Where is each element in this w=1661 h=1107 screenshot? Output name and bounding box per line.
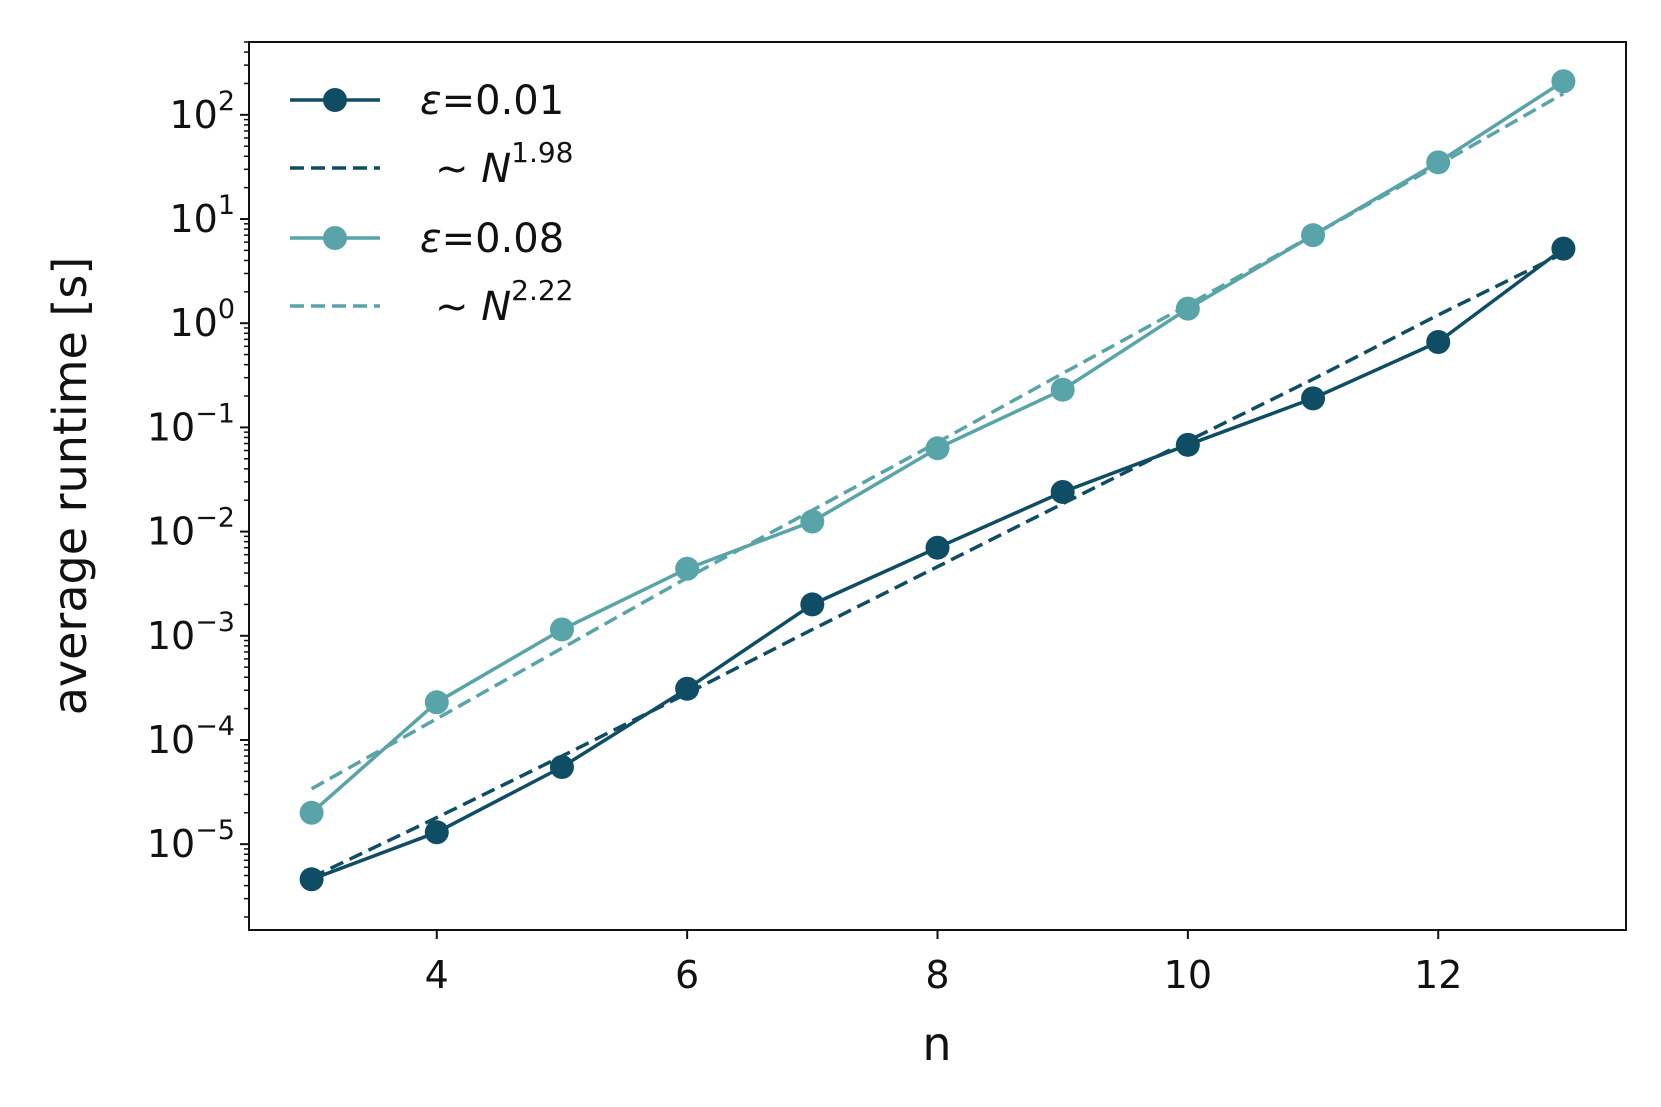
data-point: [549, 617, 574, 642]
x-tick-label: 8: [925, 953, 949, 997]
data-point: [675, 556, 700, 581]
x-tick-label: 10: [1164, 953, 1212, 997]
data-point: [299, 800, 324, 825]
legend-label: ε=0.08: [420, 216, 564, 262]
fit-line: [310, 251, 1565, 879]
data-point: [1050, 479, 1075, 504]
data-point: [1551, 69, 1576, 94]
legend-label: ~ N2.22: [435, 274, 574, 330]
data-point: [800, 592, 825, 617]
data-point: [925, 436, 950, 461]
x-tick-label: 6: [675, 953, 699, 997]
data-line: [310, 247, 1565, 881]
data-point: [1301, 223, 1326, 248]
series-layer: [299, 69, 1576, 892]
x-axis-title: n: [922, 1017, 951, 1071]
data-point: [299, 867, 324, 892]
data-point: [1301, 386, 1326, 411]
data-point: [1175, 432, 1200, 457]
x-tick-label: 12: [1414, 953, 1462, 997]
y-tick-label: 100: [169, 294, 235, 345]
y-tick-label: 102: [169, 86, 235, 137]
data-point: [424, 690, 449, 715]
data-point: [1175, 296, 1200, 321]
y-tick-label: 101: [169, 190, 235, 241]
data-point: [424, 820, 449, 845]
legend-label: ε=0.01: [420, 78, 564, 124]
y-tick-label: 10−2: [147, 503, 235, 554]
data-point: [800, 509, 825, 534]
y-axis-title: average runtime [s]: [43, 257, 97, 716]
ticks-layer: 4 6 8 10 12 10−5 10−4 10−3 10−2 10−1 100 101 102: [147, 41, 1462, 997]
y-tick-label: 10−3: [147, 607, 235, 658]
data-point: [1050, 377, 1075, 402]
data-point: [1426, 330, 1451, 355]
legend-marker: [323, 226, 347, 250]
y-tick-label: 10−1: [147, 398, 235, 449]
legend: ε=0.01 ~ N1.98 ε=0.08 ~ N2.22: [290, 78, 574, 330]
y-tick-label: 10−4: [147, 711, 235, 762]
data-point: [549, 755, 574, 780]
legend-label: ~ N1.98: [435, 136, 574, 192]
legend-marker: [323, 88, 347, 112]
x-tick-label: 4: [425, 953, 449, 997]
data-point: [1551, 236, 1576, 261]
data-point: [675, 676, 700, 701]
y-tick-label: 10−5: [147, 815, 235, 866]
data-point: [1426, 150, 1451, 175]
data-point: [925, 535, 950, 560]
